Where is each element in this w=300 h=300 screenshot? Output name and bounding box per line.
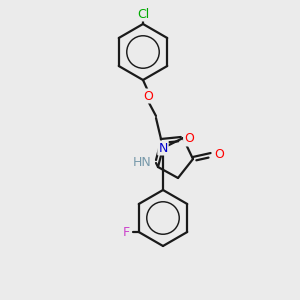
Text: O: O (143, 89, 153, 103)
Text: O: O (214, 148, 224, 161)
Text: N: N (158, 142, 168, 154)
Text: HN: HN (133, 157, 152, 169)
Text: F: F (123, 226, 130, 238)
Text: O: O (184, 133, 194, 146)
Text: Cl: Cl (137, 8, 149, 20)
